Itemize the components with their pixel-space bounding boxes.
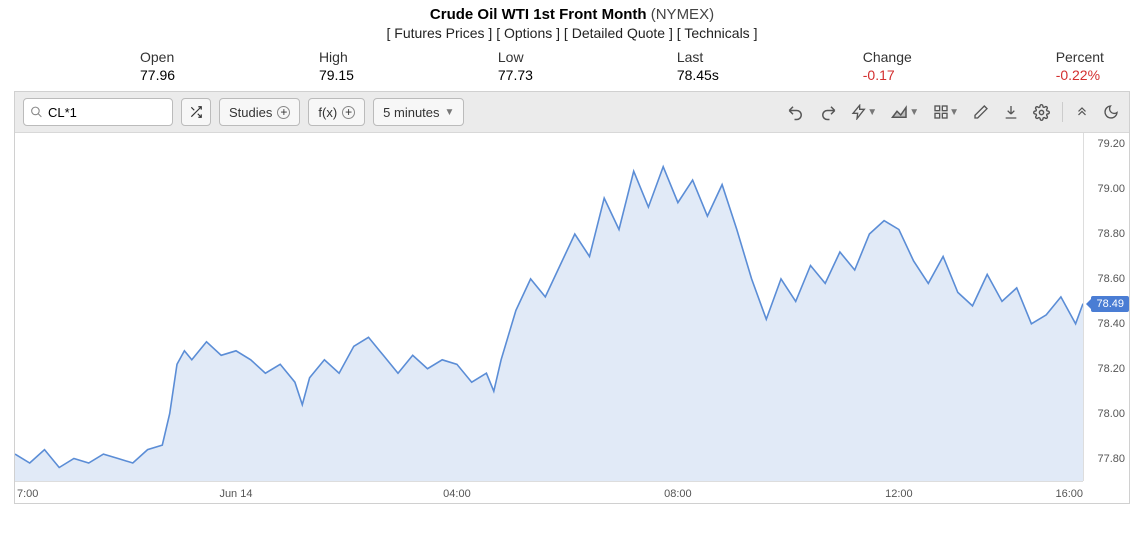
link-options[interactable]: Options (504, 25, 552, 41)
redo-icon (819, 103, 837, 121)
x-tick: 7:00 (17, 488, 38, 500)
search-icon (30, 106, 43, 119)
studies-label: Studies (229, 105, 272, 120)
stat-open: Open 77.96 (140, 49, 175, 83)
theme-button[interactable] (1101, 102, 1121, 122)
stat-low-label: Low (498, 49, 524, 65)
toolbar-divider (1062, 102, 1063, 122)
link-technicals[interactable]: Technicals (684, 25, 749, 41)
shuffle-button[interactable] (181, 98, 211, 126)
draw-button[interactable] (971, 102, 991, 122)
stat-high-label: High (319, 49, 348, 65)
link-futures-prices[interactable]: Futures Prices (394, 25, 484, 41)
y-tick: 78.80 (1097, 228, 1125, 240)
chart-type-menu[interactable]: ▼ (889, 103, 921, 121)
y-tick: 77.80 (1097, 453, 1125, 465)
toolbar-right-icons: ▼ ▼ ▼ (785, 101, 1121, 123)
grid-icon (933, 104, 949, 120)
y-tick: 78.20 (1097, 363, 1125, 375)
x-tick: Jun 14 (219, 488, 252, 500)
stats-row: Open 77.96 High 79.15 Low 77.73 Last 78.… (0, 43, 1144, 91)
chevron-double-up-icon (1075, 105, 1089, 119)
chevron-down-icon: ▼ (867, 107, 877, 118)
layout-menu[interactable]: ▼ (931, 102, 961, 122)
x-tick: 12:00 (885, 488, 913, 500)
stat-change-value: -0.17 (863, 67, 895, 83)
fx-button[interactable]: f(x) + (308, 98, 365, 126)
chart-title: Crude Oil WTI 1st Front Month (NYMEX) (0, 6, 1144, 23)
header-links: [ Futures Prices ] [ Options ] [ Detaile… (0, 25, 1144, 41)
area-chart-icon (891, 105, 909, 119)
link-detailed-quote[interactable]: Detailed Quote (572, 25, 665, 41)
studies-button[interactable]: Studies + (219, 98, 300, 126)
plus-icon: + (342, 106, 355, 119)
x-tick: 08:00 (664, 488, 692, 500)
moon-icon (1103, 104, 1119, 120)
stat-open-value: 77.96 (140, 67, 175, 83)
stat-change-label: Change (863, 49, 912, 65)
chart-area[interactable]: 79.20 79.00 78.80 78.60 78.40 78.20 78.00 77.80… (15, 133, 1129, 503)
stat-last: Last 78.45s (677, 49, 719, 83)
chevron-down-icon: ▼ (445, 107, 455, 118)
y-tick: 78.00 (1097, 408, 1125, 420)
exchange-text: (NYMEX) (651, 6, 714, 23)
gear-icon (1033, 104, 1050, 121)
stat-percent-label: Percent (1056, 49, 1104, 65)
y-tick: 78.40 (1097, 318, 1125, 330)
pencil-icon (973, 104, 989, 120)
title-text: Crude Oil WTI 1st Front Month (430, 6, 647, 23)
stat-high: High 79.15 (319, 49, 354, 83)
chevron-down-icon: ▼ (909, 107, 919, 118)
header: Crude Oil WTI 1st Front Month (NYMEX) [ … (0, 0, 1144, 43)
plus-icon: + (277, 106, 290, 119)
current-price-badge: 78.49 (1091, 296, 1129, 312)
y-axis: 79.20 79.00 78.80 78.60 78.40 78.20 78.00 77.80… (1083, 133, 1129, 481)
stat-last-label: Last (677, 49, 703, 65)
stat-percent-value: -0.22% (1056, 67, 1100, 83)
timeframe-label: 5 minutes (383, 105, 439, 120)
bolt-icon (851, 104, 867, 120)
redo-button[interactable] (817, 101, 839, 123)
collapse-button[interactable] (1073, 103, 1091, 121)
y-tick: 79.00 (1097, 183, 1125, 195)
x-tick: 16:00 (1055, 488, 1083, 500)
symbol-search-wrap (23, 98, 173, 126)
x-axis: 7:00 Jun 14 04:00 08:00 12:00 16:00 (15, 481, 1083, 503)
undo-icon (787, 103, 805, 121)
chart-frame: Studies + f(x) + 5 minutes ▼ ▼ ▼ ▼ 79.20 (14, 91, 1130, 504)
undo-button[interactable] (785, 101, 807, 123)
symbol-search-input[interactable] (23, 98, 173, 126)
chart-toolbar: Studies + f(x) + 5 minutes ▼ ▼ ▼ ▼ (15, 92, 1129, 133)
stat-low-value: 77.73 (498, 67, 533, 83)
stat-change: Change -0.17 (863, 49, 912, 83)
shuffle-icon (189, 105, 203, 119)
settings-button[interactable] (1031, 102, 1052, 123)
stat-open-label: Open (140, 49, 174, 65)
stat-percent: Percent -0.22% (1056, 49, 1104, 83)
area-fill (15, 167, 1083, 481)
bolt-menu[interactable]: ▼ (849, 102, 879, 122)
y-tick: 78.60 (1097, 273, 1125, 285)
chevron-down-icon: ▼ (949, 107, 959, 118)
download-button[interactable] (1001, 102, 1021, 122)
y-tick: 79.20 (1097, 138, 1125, 150)
stat-low: Low 77.73 (498, 49, 533, 83)
stat-last-value: 78.45s (677, 67, 719, 83)
fx-label: f(x) (318, 105, 337, 120)
x-tick: 04:00 (443, 488, 471, 500)
price-plot (15, 133, 1083, 481)
stat-high-value: 79.15 (319, 67, 354, 83)
download-icon (1003, 104, 1019, 120)
timeframe-select[interactable]: 5 minutes ▼ (373, 98, 464, 126)
